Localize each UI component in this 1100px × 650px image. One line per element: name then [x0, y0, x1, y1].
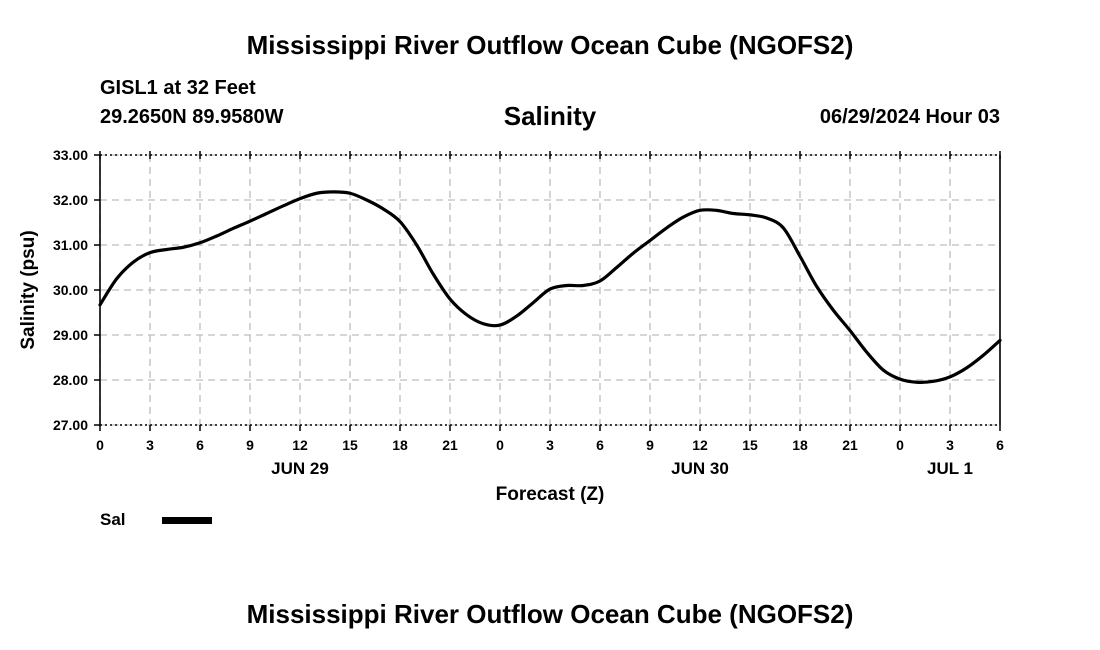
day-label: JUN 29 [271, 459, 329, 478]
x-tick-label: 9 [646, 437, 654, 453]
y-tick-label: 27.00 [53, 417, 88, 433]
x-tick-label: 3 [146, 437, 154, 453]
x-tick-label: 3 [546, 437, 554, 453]
x-tick-label: 15 [742, 437, 758, 453]
day-label: JUN 30 [671, 459, 729, 478]
y-axis-label: Salinity (psu) [18, 230, 39, 349]
y-tick-label: 33.00 [53, 147, 88, 163]
legend-swatch [162, 517, 212, 524]
x-tick-label: 18 [392, 437, 408, 453]
x-axis-label: Forecast (Z) [496, 484, 605, 505]
y-tick-label: 31.00 [53, 237, 88, 253]
x-tick-label: 18 [792, 437, 808, 453]
y-tick-label: 29.00 [53, 327, 88, 343]
day-label: JUL 1 [927, 459, 973, 478]
x-tick-label: 0 [896, 437, 904, 453]
x-tick-label: 12 [292, 437, 308, 453]
y-tick-label: 28.00 [53, 372, 88, 388]
x-tick-label: 3 [946, 437, 954, 453]
x-tick-label: 21 [842, 437, 858, 453]
series-line-salinity [98, 190, 1002, 384]
station-coordinates: 29.2650N 89.9580W [100, 106, 284, 128]
x-tick-label: 12 [692, 437, 708, 453]
main-title: Mississippi River Outflow Ocean Cube (NG… [246, 30, 854, 60]
y-tick-label: 30.00 [53, 282, 88, 298]
legend-label: Sal [100, 510, 126, 529]
x-tick-label: 0 [496, 437, 504, 453]
x-tick-label: 9 [246, 437, 254, 453]
x-tick-label: 0 [96, 437, 104, 453]
footer-title: Mississippi River Outflow Ocean Cube (NG… [246, 599, 854, 629]
x-tick-label: 21 [442, 437, 458, 453]
forecast-datetime: 06/29/2024 Hour 03 [819, 106, 1000, 128]
y-tick-label: 32.00 [53, 192, 88, 208]
chart-title: Salinity [503, 101, 597, 131]
x-tick-label: 6 [996, 437, 1004, 453]
x-tick-label: 15 [342, 437, 358, 453]
station-label: GISL1 at 32 Feet [100, 77, 256, 99]
x-tick-label: 6 [596, 437, 604, 453]
x-tick-label: 6 [196, 437, 204, 453]
